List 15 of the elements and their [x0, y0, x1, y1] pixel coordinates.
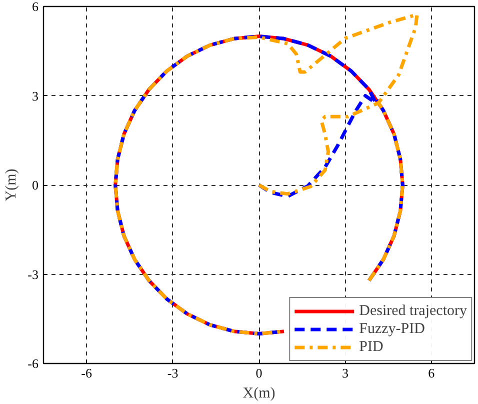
y-axis-title: Y(m) — [4, 168, 20, 202]
x-tick-label: 6 — [428, 366, 436, 380]
y-tick-label: 0 — [32, 178, 38, 192]
legend-label: Desired trajectory — [359, 302, 467, 320]
y-tick-label: -3 — [28, 266, 39, 282]
y-tick-label: 6 — [32, 0, 39, 14]
x-tick-label: 0 — [256, 366, 262, 380]
x-tick-label: -3 — [167, 366, 178, 380]
legend-label: PID — [359, 338, 384, 356]
y-tick-label: -6 — [28, 356, 39, 371]
x-tick-label: -6 — [81, 366, 93, 380]
x-tick-label: 3 — [342, 366, 348, 380]
x-axis-title: X(m) — [242, 386, 276, 402]
y-tick-label: 3 — [32, 88, 38, 104]
legend-label: Fuzzy-PID — [359, 320, 425, 338]
